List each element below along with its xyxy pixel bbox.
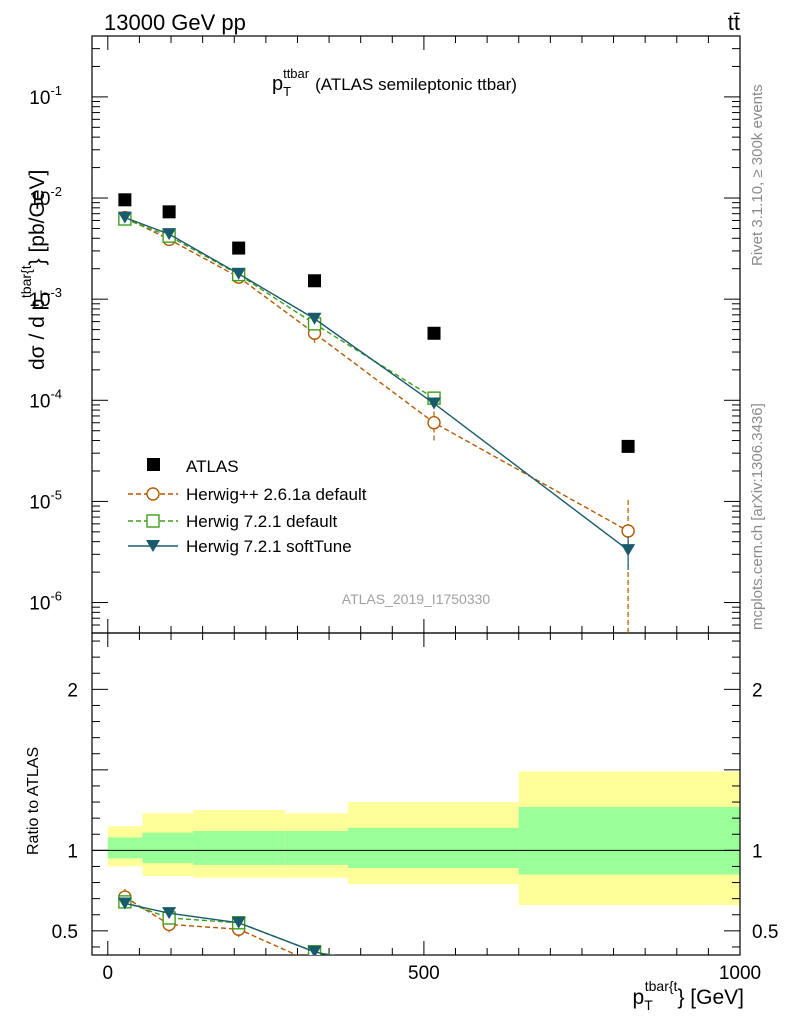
rivet-label: Rivet 3.1.10, ≥ 300k events bbox=[749, 84, 766, 266]
ratio-band-inner bbox=[142, 832, 194, 864]
legend-marker-atlas bbox=[147, 458, 160, 471]
ratio-series-line bbox=[124, 902, 332, 955]
data-point-h721-softtune bbox=[162, 228, 177, 241]
ratio-band-inner bbox=[193, 831, 285, 865]
ratio-band-inner bbox=[518, 806, 740, 875]
y-tick-label: 10-3 bbox=[29, 285, 62, 311]
axis-ticks: 0 500 1000 10-6 10-5 10-4 10-3 10-2 10-1 0.5 0.5 1 1… bbox=[29, 35, 778, 984]
legend-label-h721-default: Herwig 7.2.1 default bbox=[186, 512, 337, 531]
y-tick-label: 10-4 bbox=[29, 386, 62, 412]
data-point-h721-softtune bbox=[117, 897, 132, 910]
data-point-herwigpp bbox=[309, 957, 321, 969]
legend-label-atlas: ATLAS bbox=[186, 457, 239, 476]
title-rest: (ATLAS semileptonic ttbar) bbox=[315, 75, 517, 94]
ratio-plot-frame bbox=[91, 632, 741, 956]
process-label: tt̄ bbox=[728, 10, 740, 35]
ratio-series bbox=[117, 888, 440, 996]
data-point-atlas bbox=[118, 193, 132, 207]
x-tick-label: 0 bbox=[103, 963, 114, 984]
ratio-band-inner bbox=[107, 837, 143, 859]
legend-marker-h721-default bbox=[146, 514, 160, 528]
x-tick-label: 500 bbox=[408, 963, 440, 984]
ratio-series-line bbox=[124, 896, 299, 955]
data-point-h721-softtune bbox=[231, 267, 246, 280]
data-point-herwigpp bbox=[428, 984, 440, 996]
y-tick-label: 10-2 bbox=[29, 184, 62, 210]
title-sub: T bbox=[283, 84, 291, 99]
data-point-h721-softtune bbox=[162, 907, 177, 920]
ratio-band-inner bbox=[348, 827, 519, 869]
analysis-watermark: ATLAS_2019_I1750330 bbox=[342, 591, 491, 607]
legend: ATLAS Herwig++ 2.6.1a default Herwig 7.2… bbox=[128, 457, 367, 556]
ratio-bands bbox=[107, 771, 740, 906]
data-point-h721-softtune bbox=[117, 211, 132, 224]
ratio-y-tick-label-right: 2 bbox=[752, 680, 763, 701]
title-main: p bbox=[272, 73, 283, 95]
main-series bbox=[117, 193, 636, 633]
main-ylabel: dσ / d pTtbar{t} [pb/GeV] bbox=[18, 170, 53, 370]
data-point-herwigpp bbox=[621, 524, 635, 538]
ratio-band-inner bbox=[284, 831, 349, 865]
data-point-atlas bbox=[621, 439, 635, 453]
main-title: pTttbar (ATLAS semileptonic ttbar) bbox=[272, 66, 517, 99]
ratio-y-tick-label-right: 0.5 bbox=[752, 922, 778, 943]
series-line bbox=[124, 218, 435, 399]
series-line bbox=[124, 216, 629, 551]
legend-marker-h721-softtune bbox=[146, 540, 160, 552]
y-tick-label: 10-6 bbox=[29, 589, 62, 615]
data-point-h721-softtune bbox=[307, 945, 322, 955]
title-sup: ttbar bbox=[283, 66, 310, 81]
legend-label-h721-softtune: Herwig 7.2.1 softTune bbox=[186, 537, 352, 556]
series-line bbox=[124, 216, 629, 532]
energy-label: 13000 GeV pp bbox=[104, 10, 246, 35]
data-point-atlas bbox=[427, 326, 441, 340]
ratio-y-tick-label: 0.5 bbox=[52, 922, 78, 943]
data-point-atlas bbox=[308, 274, 322, 288]
mcplots-label: mcplots.cern.ch [arXiv:1306.3436] bbox=[749, 403, 766, 630]
data-point-atlas bbox=[162, 205, 176, 219]
ratio-y-tick-label-right: 1 bbox=[752, 841, 763, 862]
ratio-y-tick-label: 1 bbox=[67, 841, 78, 862]
ratio-ylabel: Ratio to ATLAS bbox=[25, 747, 42, 855]
y-tick-label: 10-1 bbox=[29, 83, 62, 109]
legend-label-herwigpp: Herwig++ 2.6.1a default bbox=[186, 485, 367, 504]
data-point-herwigpp bbox=[427, 416, 441, 430]
data-point-h721-softtune bbox=[307, 312, 322, 325]
y-tick-label: 10-5 bbox=[29, 487, 62, 513]
ratio-y-tick-label: 2 bbox=[67, 680, 78, 701]
data-point-h721-softtune bbox=[427, 397, 442, 410]
legend-marker-herwigpp bbox=[146, 487, 160, 501]
data-point-atlas bbox=[232, 241, 246, 255]
data-point-h721-softtune bbox=[231, 916, 246, 929]
x-tick-label: 1000 bbox=[719, 963, 761, 984]
data-point-h721-softtune bbox=[621, 544, 636, 557]
